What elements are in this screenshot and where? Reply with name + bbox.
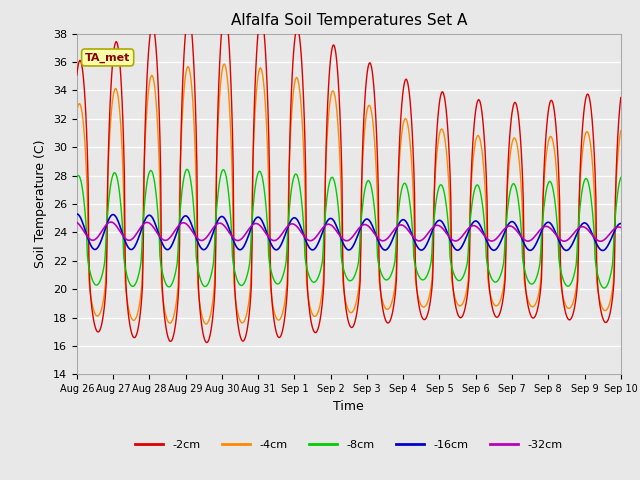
X-axis label: Time: Time: [333, 400, 364, 413]
Title: Alfalfa Soil Temperatures Set A: Alfalfa Soil Temperatures Set A: [230, 13, 467, 28]
Y-axis label: Soil Temperature (C): Soil Temperature (C): [35, 140, 47, 268]
Legend: -2cm, -4cm, -8cm, -16cm, -32cm: -2cm, -4cm, -8cm, -16cm, -32cm: [131, 435, 566, 454]
Text: TA_met: TA_met: [85, 52, 131, 62]
